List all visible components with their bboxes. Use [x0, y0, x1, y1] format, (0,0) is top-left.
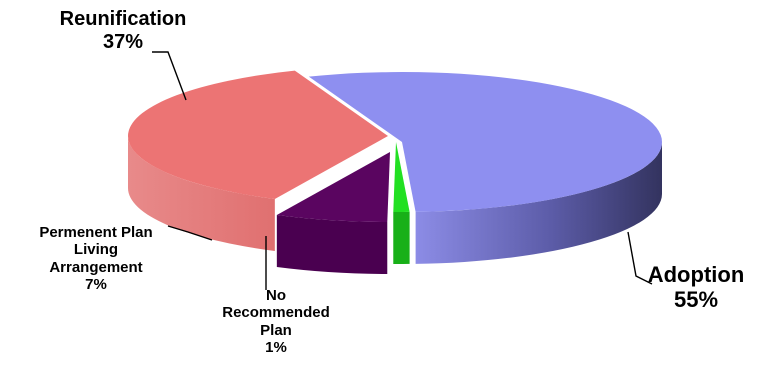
label-permanent-plan-line3: Arrangement: [49, 258, 143, 276]
label-reunification: Reunification 37%: [28, 8, 218, 54]
label-permanent-plan-line2: Living: [73, 241, 119, 259]
label-adoption-pct: 55%: [673, 287, 719, 313]
pie-side-adoption: [415, 142, 662, 264]
label-no-recommended-line3: Plan: [260, 321, 292, 339]
leader-line-adoption: [627, 231, 653, 285]
label-no-recommended-line2: Recommended: [222, 304, 330, 322]
pie-slice-reunification: [127, 70, 389, 200]
label-reunification-name: Reunification: [59, 8, 187, 30]
pie-side-permanent-plan: [276, 215, 388, 274]
pie-side-no-recommended-plan: [393, 211, 410, 264]
label-adoption-name: Adoption: [647, 262, 745, 287]
pie-slice-permanent-plan: [276, 152, 390, 222]
label-permanent-plan-pct: 7%: [85, 275, 107, 293]
label-no-recommended-pct: 1%: [265, 338, 287, 356]
label-reunification-pct: 37%: [102, 31, 144, 53]
label-no-recommended-line1: No: [266, 287, 286, 304]
label-permanent-plan-line1: Permenent Plan: [39, 224, 153, 241]
leader-line-permanent-plan: [167, 225, 213, 241]
leader-line-reunification: [152, 51, 187, 101]
label-adoption: Adoption 55%: [636, 262, 756, 313]
label-permanent-plan: Permenent Plan Living Arrangement 7%: [6, 224, 186, 293]
pie-side-reunification: [128, 136, 275, 252]
pie-slice-no-recommended-plan: [393, 142, 410, 212]
pie-slice-adoption: [308, 71, 663, 212]
label-no-recommended-plan: No Recommended Plan 1%: [196, 287, 356, 356]
